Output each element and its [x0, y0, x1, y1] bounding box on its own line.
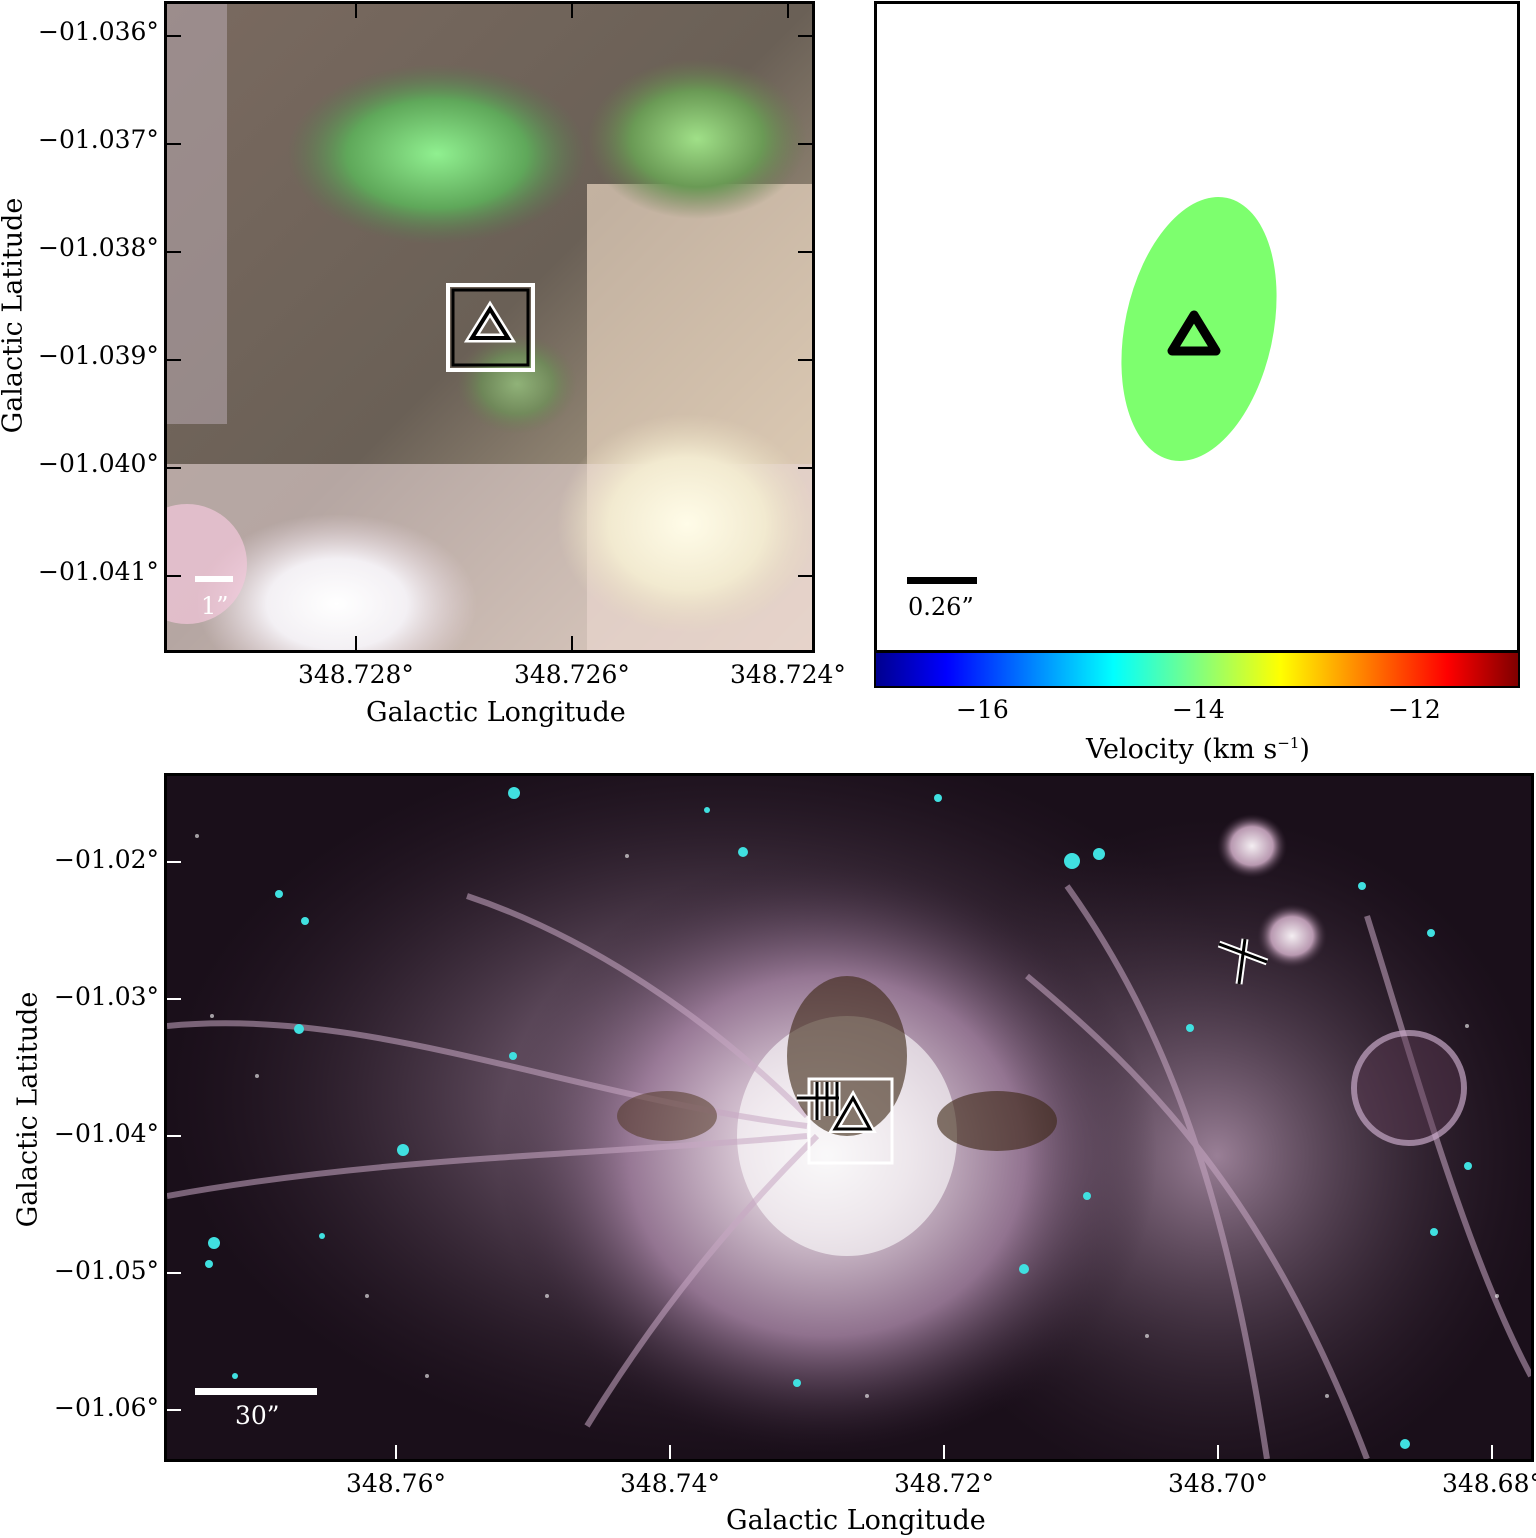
y-tick-label: −01.02°	[54, 845, 160, 874]
selection-box	[446, 283, 535, 372]
y-axis-label: Galactic Latitude	[0, 197, 29, 434]
wide-field-rgb-image: 30”	[167, 776, 1531, 1459]
x-tick-label: 348.728°	[298, 660, 414, 689]
x-tick-label: 348.76°	[346, 1469, 446, 1498]
zoom-image-panel: 1”	[164, 1, 815, 653]
y-axis-label: Galactic Latitude	[12, 991, 44, 1228]
velocity-map-panel: 0.26”	[874, 1, 1520, 653]
y-tick-label: −01.040°	[38, 449, 159, 478]
y-tick-label: −01.038°	[38, 233, 159, 262]
colorbar-tick-label: −12	[1388, 695, 1441, 724]
y-tick-label: −01.039°	[38, 341, 159, 370]
triangle-marker	[1167, 310, 1221, 356]
x-axis-label: Galactic Longitude	[726, 1505, 986, 1536]
y-tick-label: −01.06°	[54, 1393, 160, 1422]
scale-bar	[907, 577, 977, 584]
scale-bar	[195, 576, 233, 582]
velocity-colorbar	[874, 651, 1520, 688]
scale-bar-label: 0.26”	[908, 593, 974, 621]
colorbar-tick-label: −16	[956, 695, 1009, 724]
y-tick-label: −01.05°	[54, 1256, 160, 1285]
x-tick-label: 348.68°	[1442, 1469, 1536, 1498]
x-tick-label: 348.70°	[1168, 1469, 1268, 1498]
colorbar-tick-label: −14	[1172, 695, 1225, 724]
x-tick-label: 348.726°	[514, 660, 630, 689]
y-tick-label: −01.037°	[38, 125, 159, 154]
zoom-rgb-image: 1”	[167, 4, 812, 650]
scale-bar-label: 30”	[235, 1401, 280, 1430]
zoom-region-box	[807, 1077, 894, 1165]
x-tick-label: 348.724°	[730, 660, 846, 689]
scale-bar	[195, 1388, 317, 1395]
wide-field-image-panel: 30”	[164, 773, 1534, 1462]
scale-bar-label: 1”	[201, 592, 229, 620]
x-tick-label: 348.74°	[620, 1469, 720, 1498]
velocity-map: 0.26”	[907, 197, 1277, 621]
y-tick-label: −01.04°	[54, 1119, 160, 1148]
x-axis-label: Galactic Longitude	[366, 697, 626, 728]
x-tick-label: 348.72°	[894, 1469, 994, 1498]
colorbar-label: Velocity (km s−1)	[1086, 734, 1310, 765]
y-tick-label: −01.036°	[38, 17, 159, 46]
y-tick-label: −01.03°	[54, 982, 160, 1011]
y-tick-label: −01.041°	[38, 557, 159, 586]
